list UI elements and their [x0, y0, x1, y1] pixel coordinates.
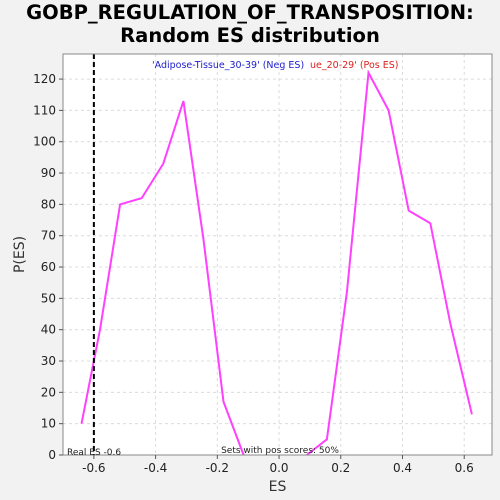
x-tick-label-6: 0.6: [455, 461, 474, 475]
y-axis-label: P(ES): [12, 236, 28, 273]
x-tick-label-3: 0.0: [269, 461, 288, 475]
chart-title-line1: GOBP_REGULATION_OF_TRANSPOSITION:: [26, 1, 474, 24]
y-tick-label-9: 90: [41, 166, 56, 180]
legend-pos-es: ue_20-29' (Pos ES): [310, 60, 398, 71]
y-tick-label-0: 0: [48, 448, 56, 462]
x-tick-label-5: 0.4: [393, 461, 412, 475]
x-tick-label-2: -0.2: [206, 461, 229, 475]
y-tick-label-1: 10: [41, 417, 56, 431]
plot-area: [63, 54, 492, 455]
y-tick-label-2: 20: [41, 385, 56, 399]
y-tick-label-3: 30: [41, 354, 56, 368]
y-axis-ticks: 0 10 20 30 40 50 60 70 80 90 100 110 120: [33, 72, 63, 462]
x-tick-label-0: -0.6: [82, 461, 105, 475]
y-tick-label-10: 100: [33, 135, 56, 149]
series-layer: [80, 69, 473, 456]
pos-scores-annotation: Sets with pos scores: 50%: [221, 446, 339, 456]
x-axis-label: ES: [269, 479, 287, 495]
y-tick-label-12: 120: [33, 72, 56, 86]
plot-frame: [62, 53, 493, 456]
chart-title: GOBP_REGULATION_OF_TRANSPOSITION: Random…: [0, 1, 500, 47]
y-tick-label-8: 80: [41, 197, 56, 211]
x-axis-ticks: -0.6 -0.4 -0.2 0.0 0.2 0.4 0.6: [82, 455, 474, 475]
y-tick-label-11: 110: [33, 103, 56, 117]
chart-title-line2: Random ES distribution: [120, 24, 380, 47]
x-tick-label-4: 0.2: [331, 461, 350, 475]
real-es-label: Real ES -0.6: [67, 448, 121, 458]
y-tick-label-7: 70: [41, 229, 56, 243]
series-line-0: [80, 100, 245, 456]
y-tick-label-4: 40: [41, 323, 56, 337]
legend-neg-es: 'Adipose-Tissue_30-39' (Neg ES): [152, 60, 304, 71]
legend: 'Adipose-Tissue_30-39' (Neg ES) ue_20-29…: [152, 60, 398, 71]
y-tick-label-5: 50: [41, 291, 56, 305]
y-tick-label-6: 60: [41, 260, 56, 274]
series-line-1: [306, 69, 473, 456]
x-tick-label-1: -0.4: [144, 461, 167, 475]
